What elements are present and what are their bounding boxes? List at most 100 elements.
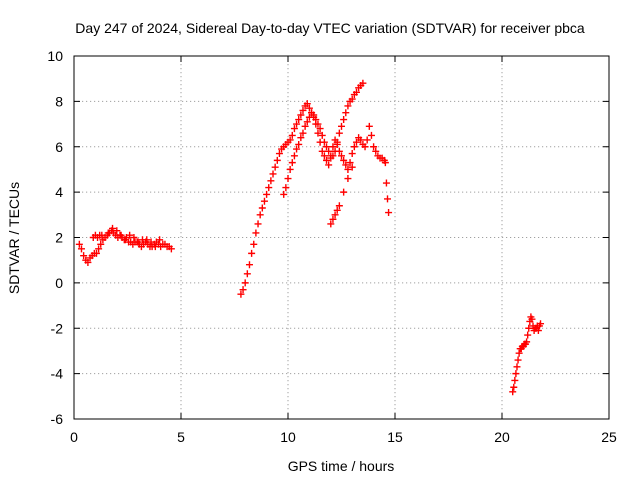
data-point [156,236,164,244]
data-point [365,122,373,130]
y-axis-label: SDTVAR / TECUs [6,182,22,294]
data-point [514,356,522,364]
x-tick-label: 20 [494,429,510,445]
data-point [363,136,371,144]
x-axis: 0 5 10 15 20 25 [70,56,617,445]
data-point [293,145,301,153]
data-point [323,143,331,151]
data-point [511,376,519,384]
data-point [113,227,121,235]
data-point [385,209,393,217]
data-point [282,184,290,192]
data-point [280,190,288,198]
data-point [84,258,92,266]
data-point [312,120,320,128]
data-point [288,159,296,167]
data-point [381,159,389,167]
data-point [267,177,275,185]
data-point [534,327,542,335]
data-point [109,224,117,232]
data-point [361,143,369,151]
data-point [265,184,273,192]
data-point [299,129,307,137]
data-point [147,238,155,246]
data-point [271,163,279,171]
data-point [245,261,253,269]
data-point [167,245,175,253]
data-point [256,211,264,219]
data-point [344,175,352,183]
data-point [333,206,341,214]
data-point [314,129,322,137]
data-point [126,231,134,239]
data-point [384,195,392,203]
x-tick-label: 15 [387,429,403,445]
data-point [104,229,112,237]
data-point [528,315,536,323]
data-point [335,129,343,137]
data-point [512,370,520,378]
data-point [340,116,348,124]
data-point [344,102,352,110]
data-point [284,175,292,183]
data-point [297,111,305,119]
data-point [348,95,356,103]
data-point [382,179,390,187]
data-point [338,152,345,160]
data-point [338,122,345,130]
y-tick-label: 0 [55,275,63,291]
data-point [95,245,103,253]
data-point [293,120,301,128]
y-tick-label: -6 [51,411,64,427]
series-segment-late [509,313,545,396]
data-point [286,165,294,173]
data-point [370,143,378,151]
data-point [239,286,247,294]
chart-title: Day 247 of 2024, Sidereal Day-to-day VTE… [75,20,585,36]
data-point [288,131,296,139]
data-point [243,270,251,278]
data-point [348,163,356,171]
y-tick-label: -4 [51,366,64,382]
data-point [335,147,343,155]
data-point [252,229,260,237]
data-point [320,152,328,160]
x-tick-label: 25 [601,429,617,445]
data-point [537,320,545,328]
data-point [323,156,331,164]
data-point [117,231,125,239]
x-tick-label: 0 [70,429,78,445]
data-point [316,138,324,146]
data-point [275,150,283,158]
data-point [303,100,311,108]
y-tick-label: 10 [47,48,63,64]
data-point [297,134,305,142]
data-point [327,220,335,228]
data-point [352,138,360,146]
y-tick-label: 4 [55,184,63,200]
data-point [342,109,350,117]
data-point [254,220,262,228]
data-point [273,156,281,164]
data-point [350,143,358,151]
data-point [310,113,318,121]
data-point [344,165,352,173]
data-point [515,349,523,357]
data-point [348,150,356,158]
y-tick-label: 8 [55,93,63,109]
data-point [318,131,326,139]
y-tick-label: 2 [55,230,63,246]
x-tick-label: 5 [177,429,185,445]
data-point [367,131,375,139]
data-point [97,240,105,248]
data-point [92,249,100,257]
data-point [295,116,303,124]
data-point [269,170,277,178]
data-point [316,125,324,133]
data-point [346,159,354,167]
data-point [248,249,256,257]
data-point [340,156,348,164]
data-point [340,188,348,196]
data-point [524,331,532,339]
